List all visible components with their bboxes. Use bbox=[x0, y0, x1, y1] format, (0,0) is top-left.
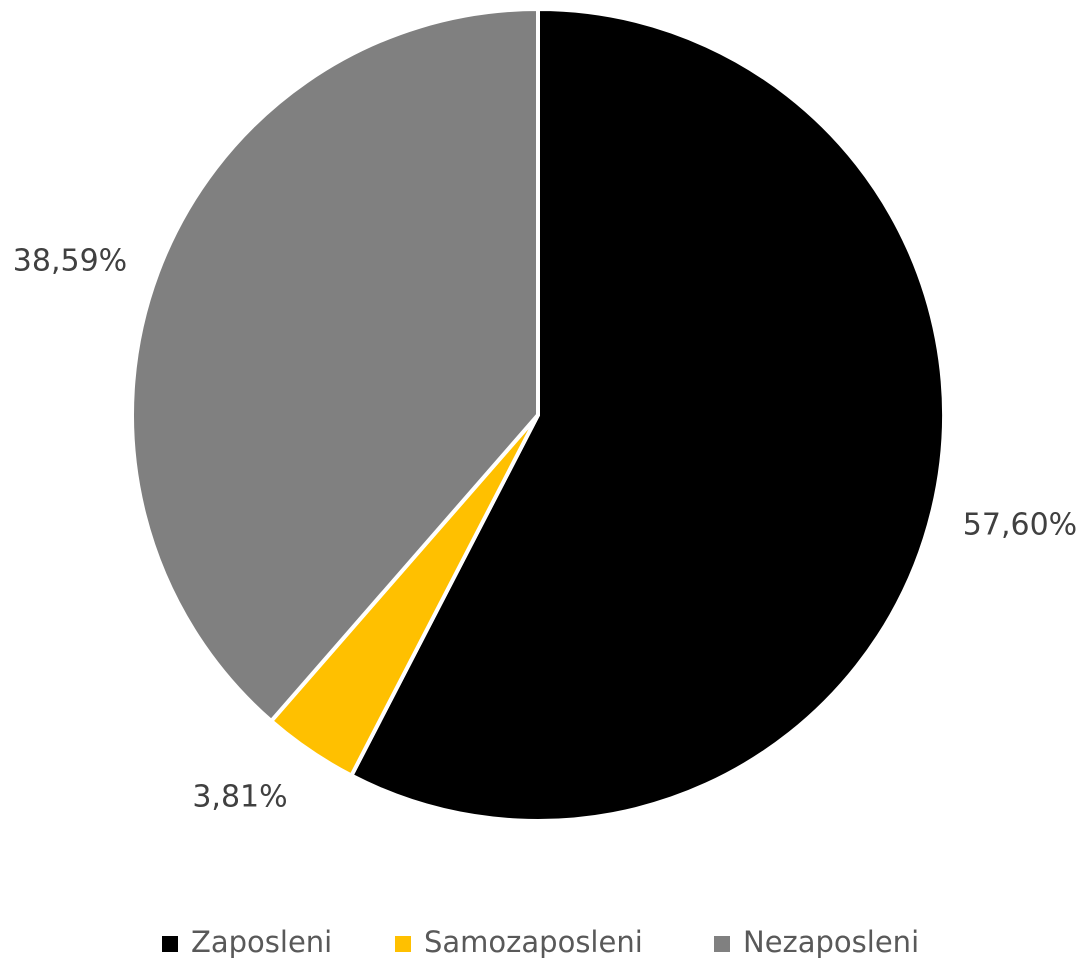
legend-swatch-nezaposleni bbox=[714, 936, 730, 952]
pie-slices bbox=[130, 7, 946, 823]
pie-slice-nezaposleni bbox=[130, 7, 540, 724]
pie-slice-zaposleni bbox=[349, 7, 946, 823]
legend-item-samozaposleni: Samozaposleni bbox=[395, 925, 643, 959]
legend-swatch-samozaposleni bbox=[395, 936, 411, 952]
legend-label-zaposleni: Zaposleni bbox=[191, 925, 332, 959]
legend-label-samozaposleni: Samozaposleni bbox=[424, 925, 643, 959]
data-label-samozaposleni: 3,81% bbox=[192, 780, 287, 815]
legend-swatch-zaposleni bbox=[162, 936, 178, 952]
legend-label-nezaposleni: Nezaposleni bbox=[743, 925, 919, 959]
legend-item-nezaposleni: Nezaposleni bbox=[714, 925, 919, 959]
data-label-nezaposleni: 38,59% bbox=[13, 244, 127, 279]
legend-item-zaposleni: Zaposleni bbox=[162, 925, 332, 959]
legend: Zaposleni Samozaposleni Nezaposleni bbox=[162, 925, 919, 959]
data-labels: 57,60% 3,81% 38,59% bbox=[13, 244, 1077, 815]
data-label-zaposleni: 57,60% bbox=[963, 508, 1077, 543]
